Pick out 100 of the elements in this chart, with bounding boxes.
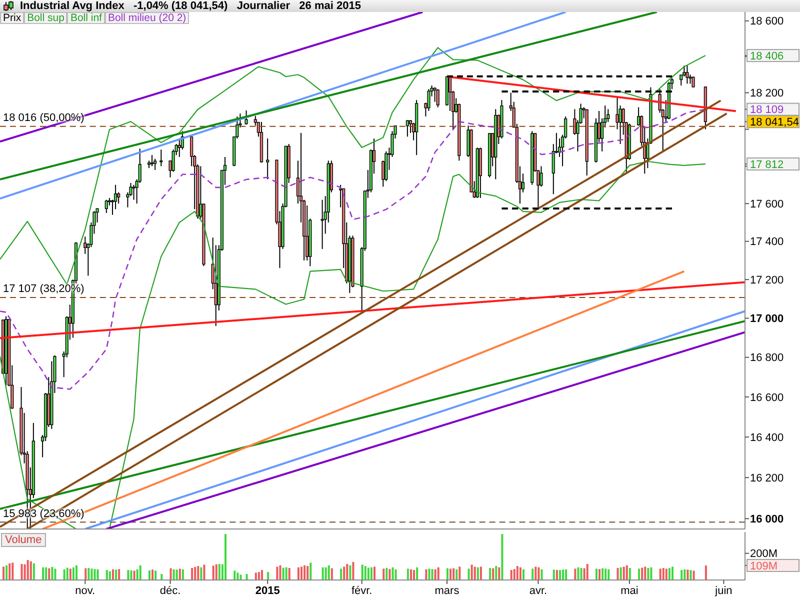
bar	[386, 568, 388, 580]
x-tick-label: nov.	[75, 584, 96, 597]
bar	[489, 568, 492, 580]
bar	[662, 568, 664, 580]
bar	[170, 568, 172, 580]
bar	[346, 564, 348, 580]
bar	[176, 570, 178, 580]
candlestick	[540, 166, 543, 188]
bar	[297, 567, 300, 580]
bar	[139, 565, 142, 580]
y-tick-label: 18 109	[750, 104, 784, 116]
bar	[659, 568, 662, 580]
candlestick	[150, 154, 154, 167]
bar	[304, 565, 306, 580]
bar	[130, 570, 132, 580]
bar	[352, 562, 354, 580]
bar	[474, 566, 476, 580]
bar	[476, 567, 479, 580]
bar	[276, 566, 278, 580]
bar	[416, 567, 418, 580]
bar	[361, 564, 364, 580]
bar	[279, 565, 282, 580]
bar	[650, 567, 652, 580]
bar	[364, 566, 366, 580]
bar	[203, 564, 206, 580]
candlestick	[682, 65, 686, 77]
bar	[20, 564, 23, 580]
bar	[577, 567, 580, 580]
bar	[452, 568, 455, 580]
candlestick	[178, 138, 181, 158]
bar	[501, 534, 504, 580]
bar	[191, 568, 194, 580]
bar	[200, 567, 202, 580]
bar	[628, 568, 631, 580]
bar	[106, 570, 108, 580]
bar	[258, 572, 260, 580]
bar	[240, 574, 242, 580]
bar	[367, 568, 370, 580]
bar	[686, 570, 689, 580]
bar	[288, 568, 290, 580]
bar	[437, 567, 440, 580]
candlestick	[552, 144, 555, 195]
candlestick	[104, 199, 108, 214]
x-tick-label: juin	[714, 584, 732, 597]
bar	[330, 568, 333, 580]
bar	[54, 568, 56, 580]
text: Boll sup	[24, 12, 68, 24]
bar	[30, 561, 32, 580]
bar	[540, 569, 543, 580]
text: Boll inf	[67, 12, 105, 24]
bar	[620, 567, 622, 580]
y-tick-label: 16 600	[750, 392, 784, 404]
bar	[538, 567, 540, 580]
bar	[285, 567, 288, 580]
bar	[48, 568, 50, 580]
bar	[72, 567, 74, 580]
bar	[154, 570, 157, 580]
bar	[480, 566, 482, 580]
bar	[118, 569, 120, 580]
candlestick	[320, 199, 324, 250]
y-tick-label: 16 800	[750, 352, 784, 364]
bar	[76, 565, 78, 580]
bar	[458, 566, 461, 580]
y-tick-label: 17 000	[750, 313, 784, 326]
bar	[690, 570, 692, 580]
text: Prix	[0, 12, 24, 24]
bar	[84, 568, 87, 580]
bar	[45, 567, 48, 580]
bar	[267, 572, 270, 580]
bar	[431, 569, 434, 580]
bar	[254, 572, 257, 580]
bar	[42, 567, 44, 580]
bar	[638, 568, 640, 580]
bar	[456, 569, 458, 580]
bar	[112, 569, 114, 580]
bar	[510, 570, 512, 580]
bar	[644, 566, 646, 580]
chart-title: Volume	[1, 533, 46, 547]
bar	[90, 568, 93, 580]
bar	[556, 570, 558, 580]
bar	[394, 569, 397, 580]
bar	[558, 570, 561, 580]
bar	[328, 565, 330, 580]
bar	[672, 566, 674, 580]
y-tick-label: 16 000	[750, 514, 784, 526]
bar	[616, 568, 619, 580]
bar	[692, 570, 695, 580]
y-tick-label: 17 812	[750, 158, 784, 171]
bar	[382, 568, 385, 580]
bar	[562, 570, 564, 580]
bar	[26, 560, 29, 580]
bar	[218, 564, 220, 580]
bar	[197, 566, 200, 580]
bar	[668, 568, 670, 580]
candlestick	[616, 96, 619, 130]
bar	[583, 568, 586, 580]
candlestick	[436, 88, 440, 108]
candlestick	[117, 192, 120, 204]
bar	[680, 570, 683, 580]
bar	[194, 566, 196, 580]
